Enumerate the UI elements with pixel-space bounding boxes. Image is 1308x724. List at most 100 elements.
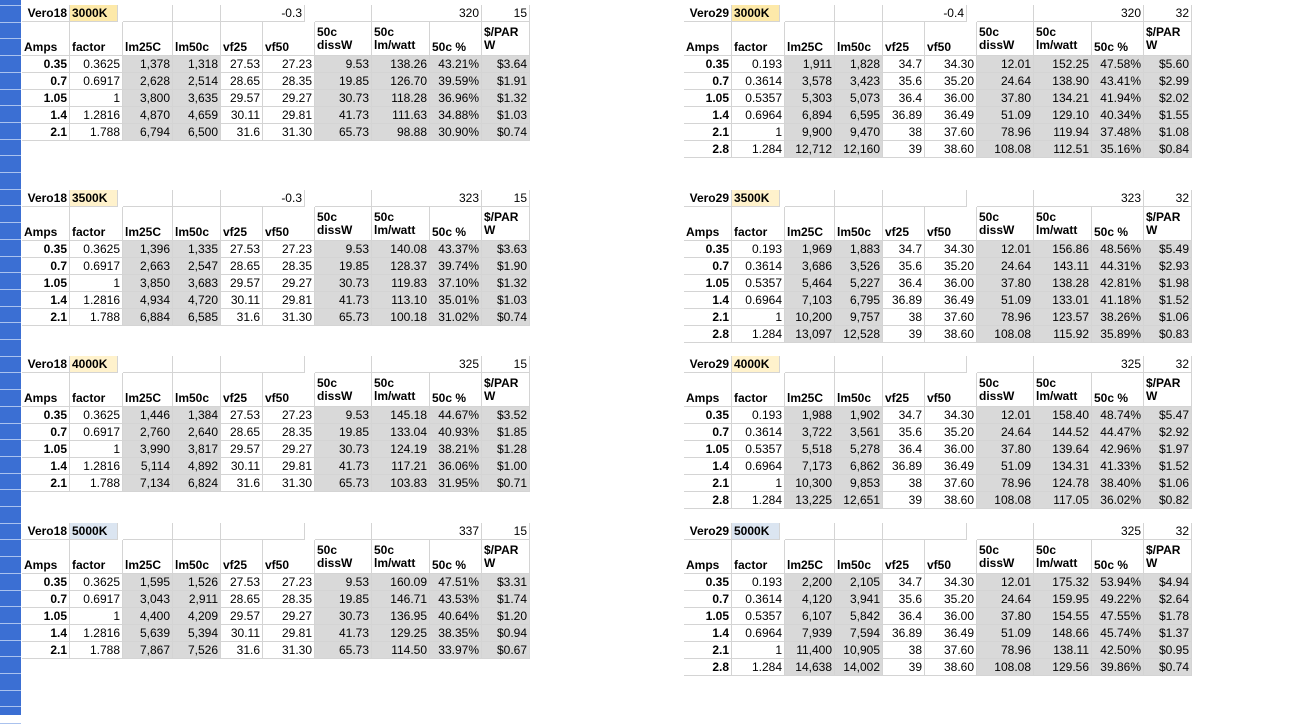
header-par[interactable]: $/PAR W	[1144, 207, 1192, 241]
empty-cell[interactable]	[123, 190, 173, 207]
cell-pct[interactable]: 31.95%	[430, 475, 482, 492]
cell-diss[interactable]: 41.73	[315, 292, 372, 309]
header-lmwatt[interactable]: 50c lm/watt	[372, 207, 430, 241]
header-vf50[interactable]: vf50	[263, 540, 315, 574]
cell-vf25[interactable]: 34.7	[883, 407, 925, 424]
cell-lm50[interactable]: 1,384	[173, 407, 221, 424]
header-vf25[interactable]: vf25	[221, 373, 263, 407]
header-lmwatt[interactable]: 50c lm/watt	[1034, 207, 1092, 241]
row-header-gutter[interactable]	[0, 0, 21, 724]
cell-pct[interactable]: 43.21%	[430, 56, 482, 73]
cell-amps[interactable]: 1.05	[684, 275, 732, 292]
cell-amps[interactable]: 1.05	[22, 441, 70, 458]
header-dissw[interactable]: 50c dissW	[315, 373, 372, 407]
cell-par[interactable]: $1.91	[482, 73, 530, 90]
cell-vf25[interactable]: 39	[883, 141, 925, 158]
cell-vf25[interactable]: 29.57	[221, 608, 263, 625]
cell-lmw[interactable]: 148.66	[1034, 625, 1092, 642]
cell-par[interactable]: $3.64	[482, 56, 530, 73]
header-pct[interactable]: 50c %	[1092, 373, 1144, 407]
cct-cell[interactable]: 3500K	[732, 190, 780, 207]
lm-per-w-cell[interactable]: 323	[1034, 190, 1144, 207]
cell-lm50[interactable]: 1,335	[173, 241, 221, 258]
cell-amps[interactable]: 0.7	[22, 591, 70, 608]
cell-lmw[interactable]: 133.04	[372, 424, 430, 441]
cell-vf50[interactable]: 31.30	[263, 642, 315, 659]
cell-lmw[interactable]: 129.56	[1034, 659, 1092, 676]
cell-lmw[interactable]: 138.11	[1034, 642, 1092, 659]
cell-pct[interactable]: 36.02%	[1092, 492, 1144, 509]
cell-lmw[interactable]: 118.28	[372, 90, 430, 107]
cell-vf50[interactable]: 36.49	[925, 458, 977, 475]
header-factor[interactable]: factor	[70, 540, 123, 574]
cell-pct[interactable]: 40.64%	[430, 608, 482, 625]
cell-factor[interactable]: 1.2816	[70, 107, 123, 124]
cell-vf25[interactable]: 35.6	[883, 258, 925, 275]
cell-amps[interactable]: 1.4	[22, 107, 70, 124]
cell-lm50[interactable]: 9,470	[835, 124, 883, 141]
cell-lm50[interactable]: 6,824	[173, 475, 221, 492]
cell-vf50[interactable]: 29.81	[263, 625, 315, 642]
cell-lm50[interactable]: 7,594	[835, 625, 883, 642]
cell-diss[interactable]: 37.80	[977, 441, 1034, 458]
cell-pct[interactable]: 33.97%	[430, 642, 482, 659]
cell-vf25[interactable]: 38	[883, 124, 925, 141]
cell-factor[interactable]: 0.3614	[732, 591, 785, 608]
cell-lm50[interactable]: 12,528	[835, 326, 883, 343]
cell-pct[interactable]: 35.89%	[1092, 326, 1144, 343]
cell-lm25[interactable]: 3,686	[785, 258, 835, 275]
cell-amps[interactable]: 2.1	[22, 642, 70, 659]
cell-amps[interactable]: 2.8	[684, 659, 732, 676]
cell-par[interactable]: $0.67	[482, 642, 530, 659]
cell-lm25[interactable]: 7,103	[785, 292, 835, 309]
cell-lm50[interactable]: 6,595	[835, 107, 883, 124]
cell-lm50[interactable]: 5,227	[835, 275, 883, 292]
cell-diss[interactable]: 19.85	[315, 73, 372, 90]
cell-diss[interactable]: 24.64	[977, 258, 1034, 275]
cell-lm25[interactable]: 11,400	[785, 642, 835, 659]
cct-cell[interactable]: 3000K	[70, 5, 118, 22]
cell-vf50[interactable]: 36.49	[925, 292, 977, 309]
cell-par[interactable]: $4.94	[1144, 574, 1192, 591]
cell-amps[interactable]: 1.05	[22, 275, 70, 292]
header-lm50c[interactable]: lm50c	[835, 540, 883, 574]
cell-pct[interactable]: 43.37%	[430, 241, 482, 258]
lm-per-w-cell[interactable]: 325	[1034, 523, 1144, 540]
cell-factor[interactable]: 0.3614	[732, 258, 785, 275]
cell-par[interactable]: $3.63	[482, 241, 530, 258]
cell-amps[interactable]: 0.7	[684, 73, 732, 90]
cell-pct[interactable]: 36.96%	[430, 90, 482, 107]
header-lmwatt[interactable]: 50c lm/watt	[372, 22, 430, 56]
cell-pct[interactable]: 30.90%	[430, 124, 482, 141]
cell-lmw[interactable]: 113.10	[372, 292, 430, 309]
cell-factor[interactable]: 0.3625	[70, 574, 123, 591]
cell-vf25[interactable]: 35.6	[883, 591, 925, 608]
cell-lmw[interactable]: 119.94	[1034, 124, 1092, 141]
cell-pct[interactable]: 42.81%	[1092, 275, 1144, 292]
header-lmwatt[interactable]: 50c lm/watt	[372, 540, 430, 574]
cell-par[interactable]: $0.94	[482, 625, 530, 642]
empty-cell[interactable]	[315, 356, 372, 373]
cell-par[interactable]: $2.92	[1144, 424, 1192, 441]
cell-lm50[interactable]: 12,160	[835, 141, 883, 158]
cell-diss[interactable]: 51.09	[977, 625, 1034, 642]
cell-lm50[interactable]: 2,911	[173, 591, 221, 608]
cell-par[interactable]: $3.31	[482, 574, 530, 591]
cell-lm25[interactable]: 5,639	[123, 625, 173, 642]
cell-vf50[interactable]: 29.27	[263, 441, 315, 458]
cell-par[interactable]: $1.37	[1144, 625, 1192, 642]
cell-vf50[interactable]: 34.30	[925, 407, 977, 424]
cell-par[interactable]: $0.82	[1144, 492, 1192, 509]
cell-vf50[interactable]: 37.60	[925, 309, 977, 326]
header-vf25[interactable]: vf25	[883, 207, 925, 241]
cell-par[interactable]: $1.03	[482, 107, 530, 124]
cell-lm50[interactable]: 9,853	[835, 475, 883, 492]
cell-amps[interactable]: 2.1	[684, 642, 732, 659]
cell-pct[interactable]: 35.01%	[430, 292, 482, 309]
cell-diss[interactable]: 30.73	[315, 441, 372, 458]
cell-par[interactable]: $2.93	[1144, 258, 1192, 275]
cell-lm50[interactable]: 1,526	[173, 574, 221, 591]
cell-pct[interactable]: 41.18%	[1092, 292, 1144, 309]
cell-vf25[interactable]: 36.4	[883, 275, 925, 292]
cell-lmw[interactable]: 144.52	[1034, 424, 1092, 441]
